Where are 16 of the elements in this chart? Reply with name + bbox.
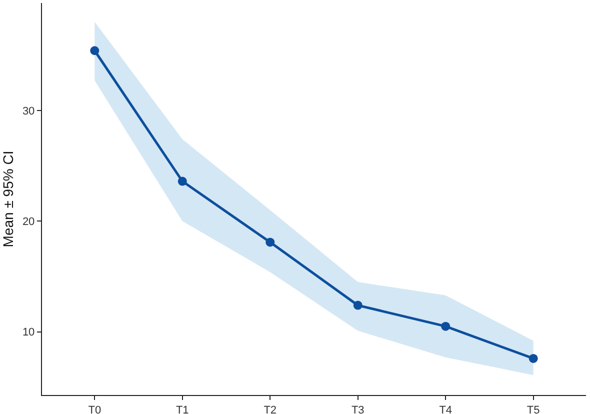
point	[353, 300, 362, 310]
x-tick-label: T2	[264, 404, 277, 414]
point	[90, 46, 100, 56]
y-tick-label: 30	[22, 105, 35, 118]
x-tick-label: T3	[351, 404, 364, 414]
point	[178, 176, 187, 186]
x-tick-label: T4	[439, 404, 452, 414]
y-axis-title: Mean ± 95% CI	[0, 150, 16, 248]
x-tick-label: T0	[88, 404, 102, 414]
point	[441, 322, 450, 331]
x-tick-label: T1	[176, 404, 189, 414]
y-tick-label: 10	[22, 326, 35, 339]
x-tick-label: T5	[526, 404, 540, 414]
point	[528, 354, 538, 363]
point	[266, 238, 275, 247]
y-tick-label: 20	[22, 216, 35, 228]
